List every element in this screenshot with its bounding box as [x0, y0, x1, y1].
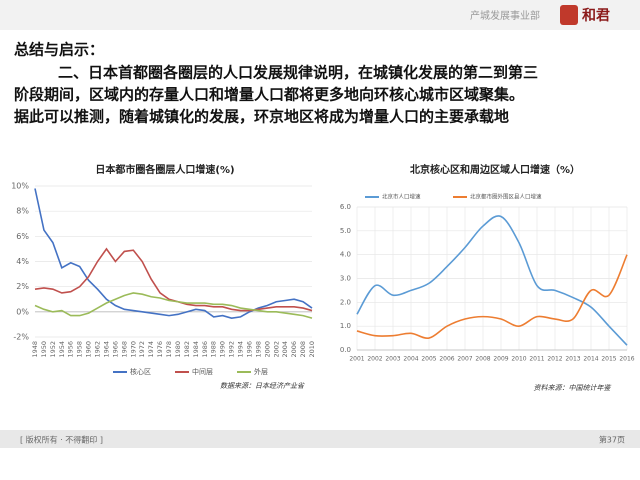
x-tick-label: 2016 [619, 356, 634, 363]
body-line: 二、日本首都圈各圈层的人口发展规律说明，在城镇化发展的第二到第三 [58, 64, 538, 82]
footer-left: [ 版权所有 · 不得翻印 ] [20, 435, 103, 445]
x-tick-label: 1958 [76, 341, 84, 358]
x-tick-label: 1976 [156, 341, 164, 358]
heading: 总结与启示： [14, 41, 104, 59]
x-tick-label: 2013 [565, 356, 580, 363]
legend-label: 北京都市圈外围区县人口增速 [470, 193, 542, 201]
y-tick-label: 6.0 [340, 203, 351, 211]
x-tick-label: 1994 [237, 341, 245, 358]
x-tick-label: 1990 [219, 341, 227, 358]
y-tick-label: 2% [16, 282, 29, 291]
legend-label: 核心区 [130, 367, 151, 376]
x-tick-label: 2005 [421, 356, 436, 363]
x-tick-label: 2002 [367, 356, 382, 363]
x-tick-label: 2006 [439, 356, 454, 363]
header-band [0, 0, 640, 30]
chart-title: 日本都市圈各圈层人口增速(%) [95, 163, 234, 176]
x-tick-label: 2008 [299, 341, 307, 358]
series-line [34, 188, 313, 319]
footer-band [0, 430, 640, 448]
y-tick-label: 0.0 [340, 346, 351, 354]
logo-icon [560, 5, 578, 25]
legend-label: 北京市人口增速 [382, 193, 421, 201]
x-tick-label: 1980 [174, 341, 182, 358]
y-tick-label: 10% [11, 182, 29, 191]
y-tick-label: -2% [13, 333, 29, 342]
x-tick-label: 1964 [102, 341, 110, 358]
x-tick-label: 2015 [601, 356, 616, 363]
series-line [356, 254, 628, 340]
x-tick-label: 1978 [165, 341, 173, 358]
y-tick-label: 6% [16, 232, 29, 241]
chart-title: 北京核心区和周边区域人口增速（%） [410, 163, 580, 176]
x-tick-label: 2010 [308, 341, 316, 358]
x-tick-label: 2000 [263, 341, 271, 358]
series-line [34, 292, 313, 319]
x-tick-label: 2012 [547, 356, 562, 363]
x-tick-label: 2001 [349, 356, 364, 363]
body-line: 阶段期间，区域内的存量人口和增量人口都将更多地向环核心城市区域聚集。 [14, 86, 524, 104]
body-line: 据此可以推测，随着城镇化的发展，环京地区将成为增量人口的主要承载地 [14, 108, 509, 126]
legend-label: 外层 [254, 367, 268, 376]
x-tick-label: 2002 [272, 341, 280, 358]
x-tick-label: 1974 [147, 341, 155, 358]
x-tick-label: 2011 [529, 356, 544, 363]
x-tick-label: 2006 [290, 341, 298, 358]
x-tick-label: 2007 [457, 356, 472, 363]
x-tick-label: 1962 [94, 341, 102, 358]
department: 产城发展事业部 [470, 9, 540, 22]
y-tick-label: 5.0 [340, 227, 351, 235]
x-tick-label: 1968 [120, 341, 128, 358]
x-tick-label: 2014 [583, 356, 598, 363]
x-tick-label: 1954 [58, 341, 66, 358]
x-tick-label: 2010 [511, 356, 526, 363]
x-tick-label: 2009 [493, 356, 508, 363]
y-tick-label: 4.0 [340, 251, 351, 259]
logo: 和君 [582, 8, 610, 24]
footer-right: 第37页 [599, 435, 625, 445]
x-tick-label: 1986 [201, 341, 209, 358]
y-tick-label: 2.0 [340, 298, 351, 306]
series-line [356, 215, 628, 346]
x-tick-label: 1970 [129, 341, 137, 358]
x-tick-label: 2008 [475, 356, 490, 363]
y-tick-label: 8% [16, 207, 29, 216]
x-tick-label: 1992 [228, 341, 236, 358]
x-tick-label: 2004 [281, 341, 289, 358]
y-tick-label: 4% [16, 257, 29, 266]
source-note: 资料来源：中国统计年鉴 [534, 384, 612, 392]
x-tick-label: 2003 [385, 356, 400, 363]
x-tick-label: 1972 [138, 341, 146, 358]
x-tick-label: 1966 [111, 341, 119, 358]
y-tick-label: 0% [16, 307, 29, 316]
x-tick-label: 1956 [67, 341, 75, 358]
x-tick-label: 1948 [31, 341, 39, 358]
x-tick-label: 1984 [192, 341, 200, 358]
y-tick-label: 1.0 [340, 322, 351, 330]
legend-label: 中间层 [192, 367, 213, 376]
x-tick-label: 1960 [85, 341, 93, 358]
x-tick-label: 1998 [254, 341, 262, 358]
x-tick-label: 1950 [40, 341, 48, 358]
source-note: 数据来源：日本经济产业省 [220, 382, 305, 390]
x-tick-label: 1952 [49, 341, 57, 358]
x-tick-label: 1982 [183, 341, 191, 358]
x-tick-label: 1988 [210, 341, 218, 358]
y-tick-label: 3.0 [340, 275, 351, 283]
x-tick-label: 2004 [403, 356, 418, 363]
x-tick-label: 1996 [245, 341, 253, 358]
